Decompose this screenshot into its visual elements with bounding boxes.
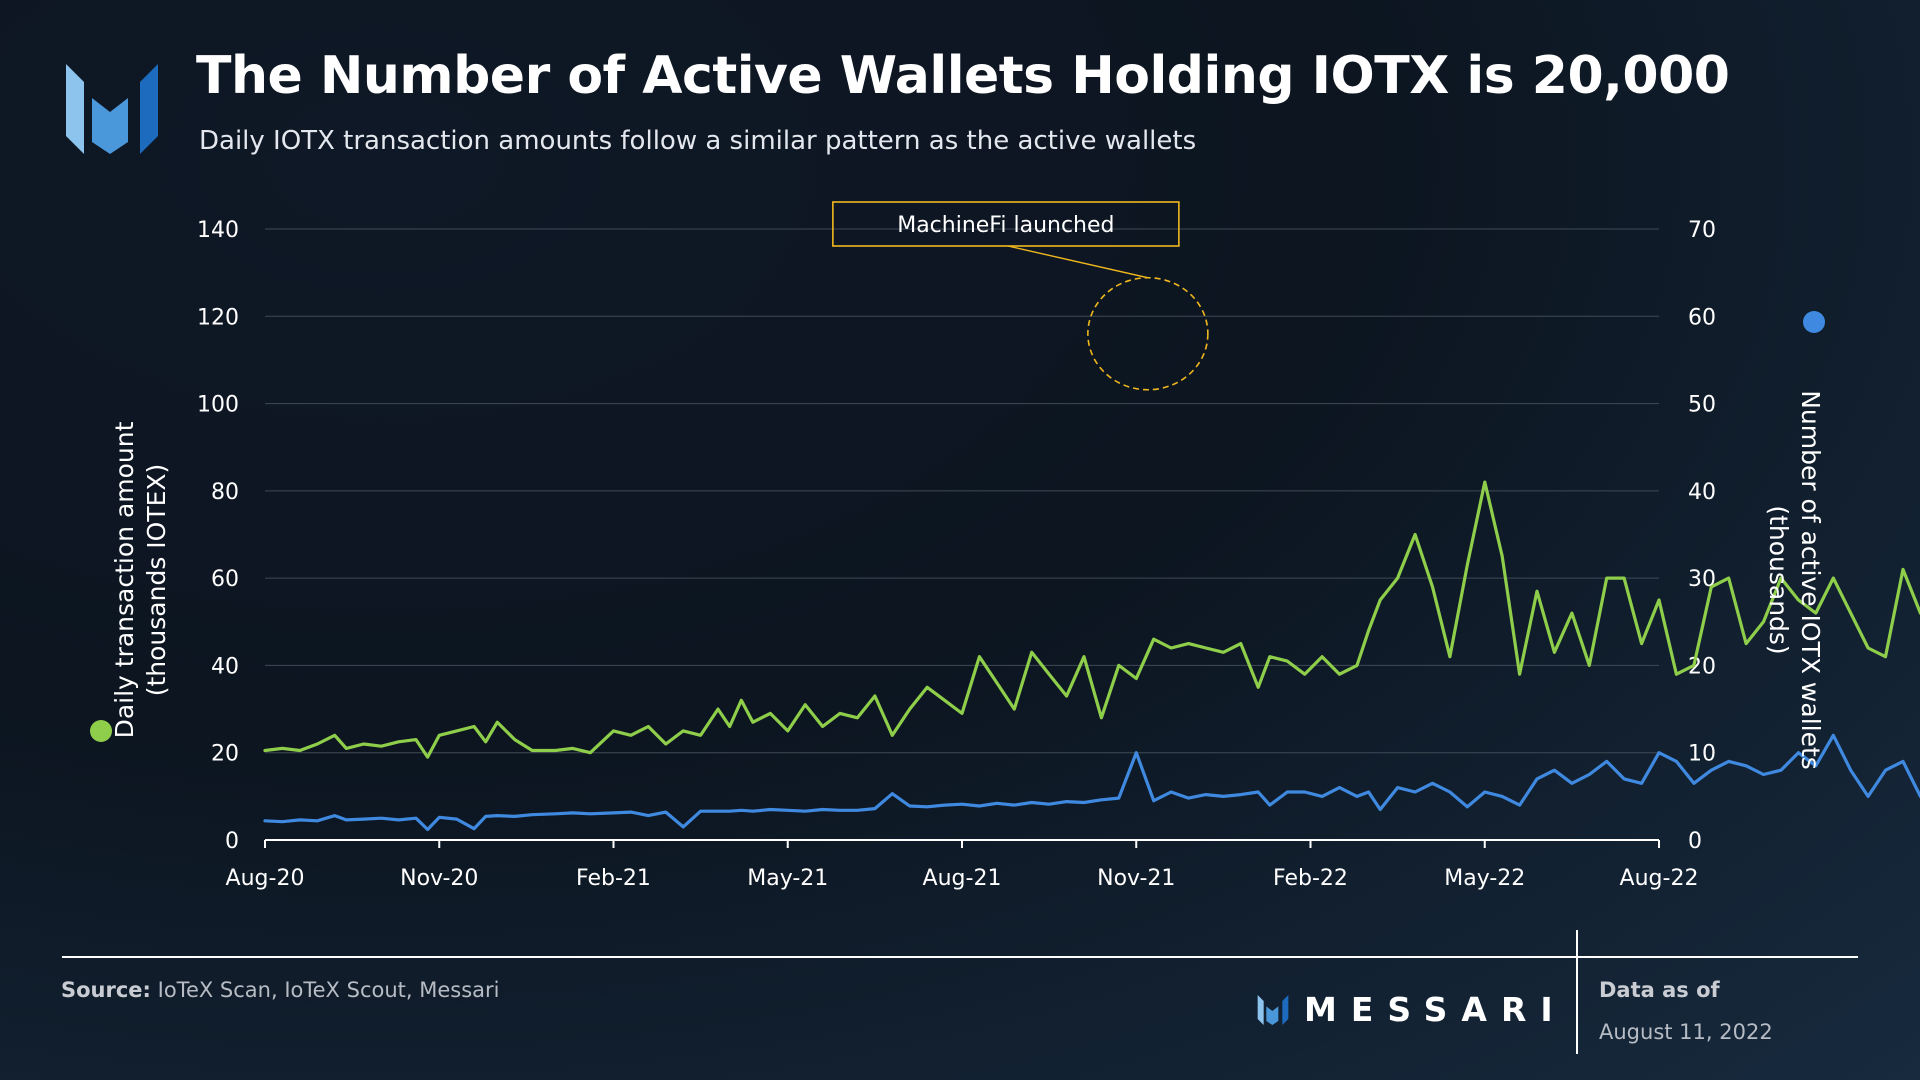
annotation-leader-line <box>1007 245 1149 279</box>
page-subtitle: Daily IOTX transaction amounts follow a … <box>199 126 1197 156</box>
y-left-tick-label: 60 <box>211 567 239 592</box>
y-right-tick-label: 70 <box>1688 218 1716 243</box>
y-right-tick-label: 10 <box>1688 742 1716 767</box>
annotation-group: MachineFi launched <box>832 201 1209 391</box>
y-right-tick-label: 50 <box>1688 393 1716 418</box>
logo-middle-bar <box>92 98 128 154</box>
source-label: Source: <box>61 978 151 1002</box>
y-axis-right-title: Number of active IOTX wallets (thousands… <box>1764 390 1825 770</box>
y-right-tick-label: 40 <box>1688 480 1716 505</box>
x-tick-label: Nov-21 <box>1097 866 1175 891</box>
x-tick-label: May-22 <box>1444 866 1525 891</box>
x-axis: Aug-20 Nov-20 Feb-21 May-21 Aug-21 Nov-21 Feb-… <box>226 839 1699 891</box>
y-axis-right-title-line2: (thousands) <box>1764 505 1793 654</box>
y-left-tick-label: 120 <box>197 305 239 330</box>
y-right-tick-label: 60 <box>1688 305 1716 330</box>
y-left-tick-label: 140 <box>197 218 239 243</box>
active-wallets-line <box>263 733 1920 832</box>
data-as-of-label: Data as of <box>1599 978 1720 1002</box>
y-left-tick-label: 40 <box>211 654 239 679</box>
logo-right-bar <box>140 64 158 154</box>
x-tick-label: Aug-21 <box>923 866 1002 891</box>
source-text: IoTeX Scan, IoTeX Scout, Messari <box>157 978 500 1002</box>
footer-divider <box>62 956 1858 958</box>
messari-logo-icon <box>1257 994 1289 1025</box>
logo-mark-icon <box>66 64 158 154</box>
page-title: The Number of Active Wallets Holding IOT… <box>196 46 1730 106</box>
x-tick-label: May-21 <box>747 866 828 891</box>
iotex-messari-logo <box>66 64 158 158</box>
blue-legend-dot <box>1803 311 1825 333</box>
y-left-tick-label: 20 <box>211 742 239 767</box>
x-tick-label: Aug-22 <box>1620 866 1699 891</box>
grid-lines <box>265 228 1659 754</box>
y-left-tick-label: 100 <box>197 393 239 418</box>
footer-vertical-divider <box>1576 930 1578 1054</box>
y-right-tick-label: 0 <box>1688 829 1702 854</box>
logo-left-bar <box>66 64 84 154</box>
y-axis-left-title: Daily transaction amount (thousands IOTE… <box>110 421 171 738</box>
y-axis-left: 0 20 40 60 80 100 120 140 <box>197 218 239 854</box>
annotation-label: MachineFi launched <box>897 213 1114 238</box>
x-tick-label: Aug-20 <box>226 866 305 891</box>
x-tick-label: Nov-20 <box>400 866 478 891</box>
source-note: Source: IoTeX Scan, IoTeX Scout, Messari <box>61 978 500 1002</box>
data-as-of-date: August 11, 2022 <box>1599 1020 1773 1044</box>
messari-brand: MESSARI <box>1256 990 1567 1029</box>
y-axis-right-title-line1: Number of active IOTX wallets <box>1796 390 1825 770</box>
y-left-tick-label: 0 <box>225 829 239 854</box>
x-tick-label: Feb-21 <box>576 866 651 891</box>
y-axis-left-title-line1: Daily transaction amount <box>110 421 139 738</box>
x-tick-label: Feb-22 <box>1273 866 1348 891</box>
green-legend-dot <box>90 720 112 742</box>
series-lines <box>263 480 1920 832</box>
transaction-amount-line <box>263 480 1920 759</box>
brand-wordmark: MESSARI <box>1304 990 1567 1029</box>
y-left-tick-label: 80 <box>211 480 239 505</box>
annotation-box <box>832 201 1180 247</box>
y-axis-left-title-line2: (thousands IOTEX) <box>142 464 171 697</box>
annotation-highlight-ellipse <box>1087 276 1209 391</box>
